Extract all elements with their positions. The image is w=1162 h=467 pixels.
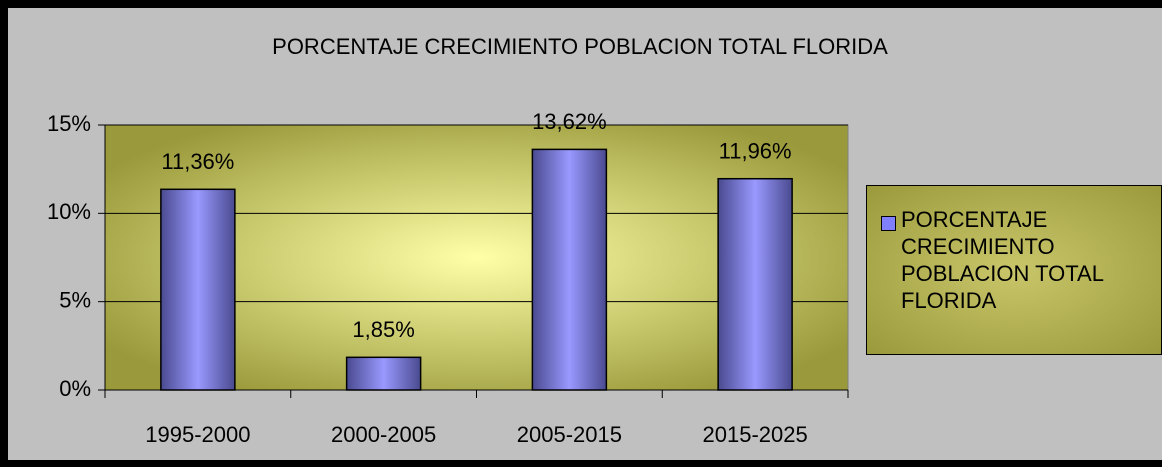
data-label: 11,36% xyxy=(161,149,234,174)
x-tick-label: 2015-2025 xyxy=(703,422,808,447)
legend: PORCENTAJE CRECIMIENTO POBLACION TOTAL F… xyxy=(866,185,1162,355)
bar xyxy=(160,188,236,391)
data-label: 13,62% xyxy=(532,109,607,134)
x-tick-label: 2005-2015 xyxy=(517,422,622,447)
y-tick-label: 5% xyxy=(59,287,91,312)
data-label: 1,85% xyxy=(352,317,414,342)
data-label: 11,96% xyxy=(719,139,792,164)
bar xyxy=(717,177,793,391)
bar xyxy=(345,356,422,391)
x-tick-label: 1995-2000 xyxy=(145,422,250,447)
y-tick-label: 0% xyxy=(59,376,91,401)
x-tick-label: 2000-2005 xyxy=(331,422,436,447)
legend-label: PORCENTAJE CRECIMIENTO POBLACION TOTAL F… xyxy=(901,207,1104,313)
y-tick-label: 15% xyxy=(47,111,91,136)
y-tick-label: 10% xyxy=(47,199,91,224)
chart-title: PORCENTAJE CRECIMIENTO POBLACION TOTAL F… xyxy=(272,34,888,59)
bar xyxy=(531,148,608,391)
legend-swatch xyxy=(881,216,896,231)
